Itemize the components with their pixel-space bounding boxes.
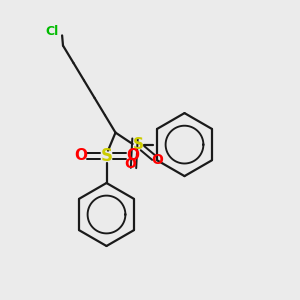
Text: O: O	[74, 148, 87, 164]
Text: O: O	[152, 153, 164, 166]
Text: O: O	[124, 157, 136, 170]
Text: S: S	[100, 147, 112, 165]
Text: O: O	[126, 148, 139, 164]
Text: S: S	[133, 137, 143, 152]
Text: Cl: Cl	[46, 25, 59, 38]
